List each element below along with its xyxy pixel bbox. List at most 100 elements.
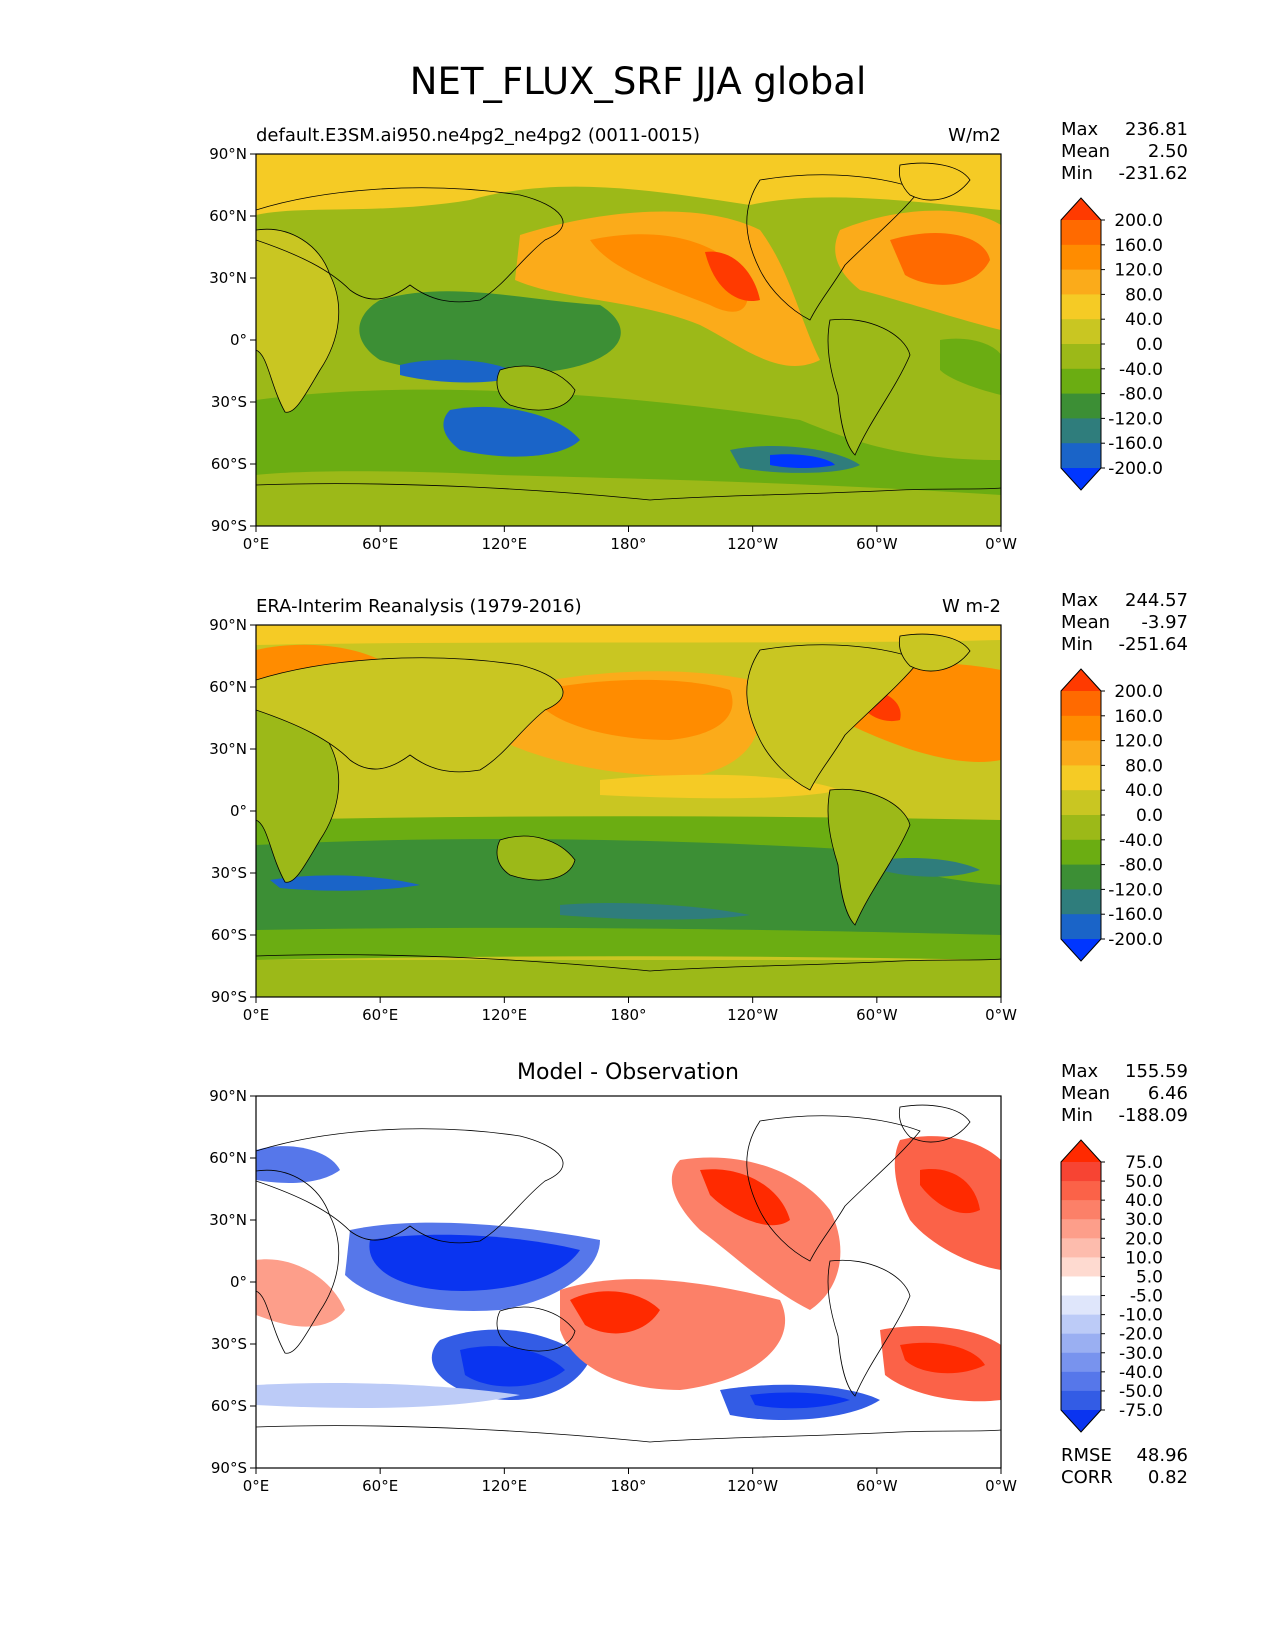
field-north-atlantic-core <box>890 232 990 285</box>
field-indian-ocean-min <box>400 359 520 383</box>
y-ticks: 90°N 60°N 30°N 0° 30°S 60°S 90°S <box>209 616 256 1006</box>
colorbar-label: -80.0 <box>1119 385 1163 405</box>
colorbar-segment <box>1061 1238 1101 1258</box>
colorbar-extend-min <box>1061 939 1101 961</box>
error-stats-block: RMSE 48.96 CORR 0.82 <box>1061 1445 1188 1488</box>
map-field <box>256 1096 1001 1468</box>
colorbar: 200.0 160.0 120.0 80.0 40.0 0.0 -40.0 -80.0 -120… <box>1060 668 1163 962</box>
colorbar-segment <box>1061 1200 1101 1220</box>
field-indian-ocean-min <box>369 1234 580 1291</box>
y-tick-label: 0° <box>230 331 247 349</box>
field-south-pacific-core <box>770 454 835 469</box>
stat-mean-label: Mean <box>1061 1083 1110 1104</box>
colorbar-extend-min <box>1061 1410 1101 1432</box>
colorbar-segment <box>1061 765 1101 791</box>
colorbar-label: -50.0 <box>1119 1382 1163 1402</box>
field-north-pacific-max <box>700 1169 790 1226</box>
colorbar-segment <box>1061 368 1101 395</box>
panel-units: W/m2 <box>948 125 1001 146</box>
colorbar-segment <box>1061 864 1101 890</box>
colorbar-segment <box>1061 1162 1101 1182</box>
y-tick-label: 60°S <box>211 926 247 944</box>
colorbar-label: 75.0 <box>1125 1153 1163 1173</box>
field-africa-positive <box>256 1259 345 1327</box>
colorbar-label: 160.0 <box>1114 707 1163 727</box>
colorbar-label: -200.0 <box>1108 930 1163 950</box>
continent-africa <box>256 228 340 413</box>
colorbar-segment <box>1061 1295 1101 1316</box>
colorbar-label: 50.0 <box>1125 1172 1163 1192</box>
colorbar-label: 40.0 <box>1125 310 1163 330</box>
colorbar-segment <box>1061 1314 1101 1335</box>
colorbar-label: -40.0 <box>1119 831 1163 851</box>
stat-max-label: Max <box>1061 119 1099 140</box>
colorbar-segment <box>1061 443 1101 469</box>
colorbar-label: -10.0 <box>1119 1306 1163 1326</box>
x-ticks: 0°E 60°E 120°E 180° 120°W 60°W 0°W <box>243 1468 1017 1495</box>
field-south-pacific-deep <box>560 903 750 920</box>
colorbar-label: 0.0 <box>1136 806 1163 826</box>
colorbar: 200.0 160.0 120.0 80.0 40.0 0.0 -40.0 -80.0 -120… <box>1060 197 1163 491</box>
colorbar-segment <box>1061 691 1101 717</box>
field-southern-ocean-core <box>256 838 1001 935</box>
stat-corr-value: 0.82 <box>1148 1467 1188 1488</box>
continent-greenland <box>898 162 971 201</box>
colorbar-label: -200.0 <box>1108 459 1163 479</box>
colorbar-label: -30.0 <box>1119 1344 1163 1364</box>
field-equatorial-warm <box>600 774 840 799</box>
x-tick-label: 180° <box>610 1477 646 1495</box>
continent-north-america <box>746 1115 921 1262</box>
field-north-atlantic-max <box>920 1169 980 1214</box>
colorbar-label: -40.0 <box>1119 360 1163 380</box>
x-tick-label: 60°W <box>856 535 898 553</box>
colorbar-segment <box>1061 220 1101 246</box>
colorbar-segment <box>1061 319 1101 345</box>
x-tick-label: 180° <box>610 535 646 553</box>
y-tick-label: 60°S <box>211 1397 247 1415</box>
colorbar-label: 30.0 <box>1125 1210 1163 1230</box>
field-south-atlantic-max <box>900 1342 985 1374</box>
colorbar-segment <box>1061 1257 1101 1277</box>
colorbar-extend-min <box>1061 468 1101 490</box>
map-field <box>256 625 1001 997</box>
colorbar-segment <box>1061 344 1101 370</box>
x-tick-label: 120°W <box>727 535 778 553</box>
y-tick-label: 30°N <box>209 269 247 287</box>
x-tick-label: 120°W <box>727 1006 778 1024</box>
x-tick-label: 60°W <box>856 1006 898 1024</box>
stat-mean-label: Mean <box>1061 612 1110 633</box>
stat-rmse-label: RMSE <box>1061 1445 1112 1466</box>
x-tick-label: 0°E <box>243 1477 270 1495</box>
continent-eurasia <box>256 1128 564 1244</box>
y-tick-label: 90°S <box>211 988 247 1006</box>
continent-north-america <box>746 644 921 791</box>
continent-antarctica <box>256 1425 1001 1443</box>
field-europe-negative <box>256 1146 340 1183</box>
continent-australia <box>496 835 576 881</box>
panel-title: Model - Observation <box>517 1060 739 1085</box>
colorbar: 75.050.040.030.020.010.05.0-5.0-10.0-20.… <box>1060 1139 1163 1433</box>
stat-mean-value: -3.97 <box>1141 612 1188 633</box>
colorbar-label: -160.0 <box>1108 905 1163 925</box>
x-tick-label: 120°E <box>482 1477 528 1495</box>
x-tick-label: 60°W <box>856 1477 898 1495</box>
stat-max-label: Max <box>1061 590 1099 611</box>
colorbar-segment <box>1061 418 1101 444</box>
field-indo-pacific-warm-pool <box>359 291 621 376</box>
colorbar-label: -5.0 <box>1130 1287 1163 1307</box>
y-tick-label: 30°S <box>211 864 247 882</box>
y-ticks: 90°N 60°N 30°N 0° 30°S 60°S 90°S <box>209 145 256 535</box>
colorbar-label: -120.0 <box>1108 409 1163 429</box>
panel-units: W m-2 <box>942 596 1001 617</box>
stat-max-value: 155.59 <box>1125 1061 1188 1082</box>
y-ticks: 90°N 60°N 30°N 0° 30°S 60°S 90°S <box>209 1087 256 1477</box>
field-southern-band-negative <box>256 1383 520 1408</box>
colorbar-segment <box>1061 1276 1101 1297</box>
stat-min-label: Min <box>1061 1105 1093 1126</box>
stat-rmse-value: 48.96 <box>1136 1445 1188 1466</box>
field-south-atlantic-deep <box>880 858 980 877</box>
colorbar-label: 80.0 <box>1125 285 1163 305</box>
colorbar-label: 0.0 <box>1136 335 1163 355</box>
x-tick-label: 60°E <box>362 1477 398 1495</box>
field-south-pacific-min <box>750 1392 850 1409</box>
